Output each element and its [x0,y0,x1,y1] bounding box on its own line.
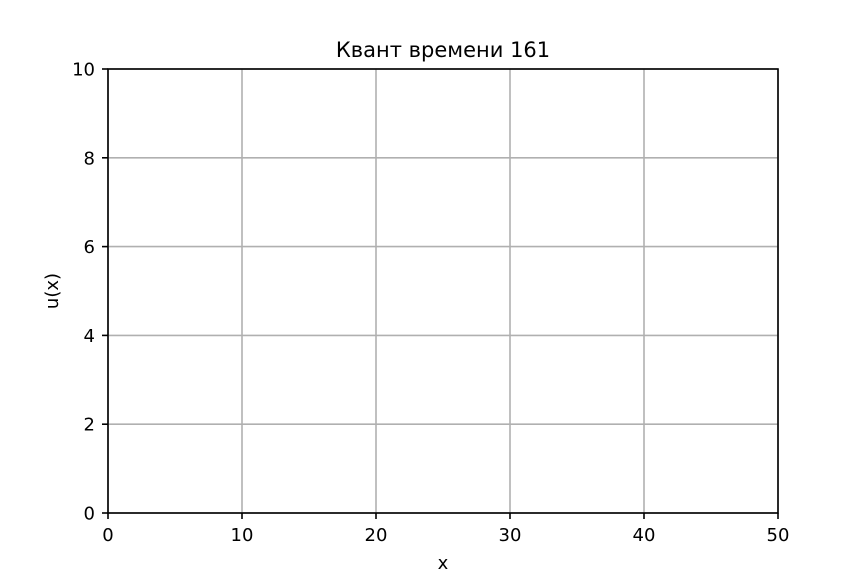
y-tick-label: 6 [84,237,95,258]
y-tick-label: 10 [72,60,95,81]
x-tick-label: 30 [499,525,522,546]
x-tick-label: 0 [102,525,113,546]
x-axis-label: x [438,553,449,574]
x-tick-label: 50 [767,525,790,546]
y-axis-label: u(x) [42,273,63,309]
axes-frame [107,68,779,514]
x-ticks: 0 10 20 30 40 50 [102,513,789,546]
x-tick-label: 40 [633,525,656,546]
y-tick-label: 2 [84,415,95,436]
y-tick-label: 8 [84,148,95,169]
x-tick-label: 10 [231,525,254,546]
x-tick-label: 20 [365,525,388,546]
y-tick-label: 0 [84,504,95,525]
chart-title: Квант времени 161 [336,38,550,62]
y-ticks: 0 2 4 6 8 10 [72,60,108,525]
y-tick-label: 4 [84,326,95,347]
